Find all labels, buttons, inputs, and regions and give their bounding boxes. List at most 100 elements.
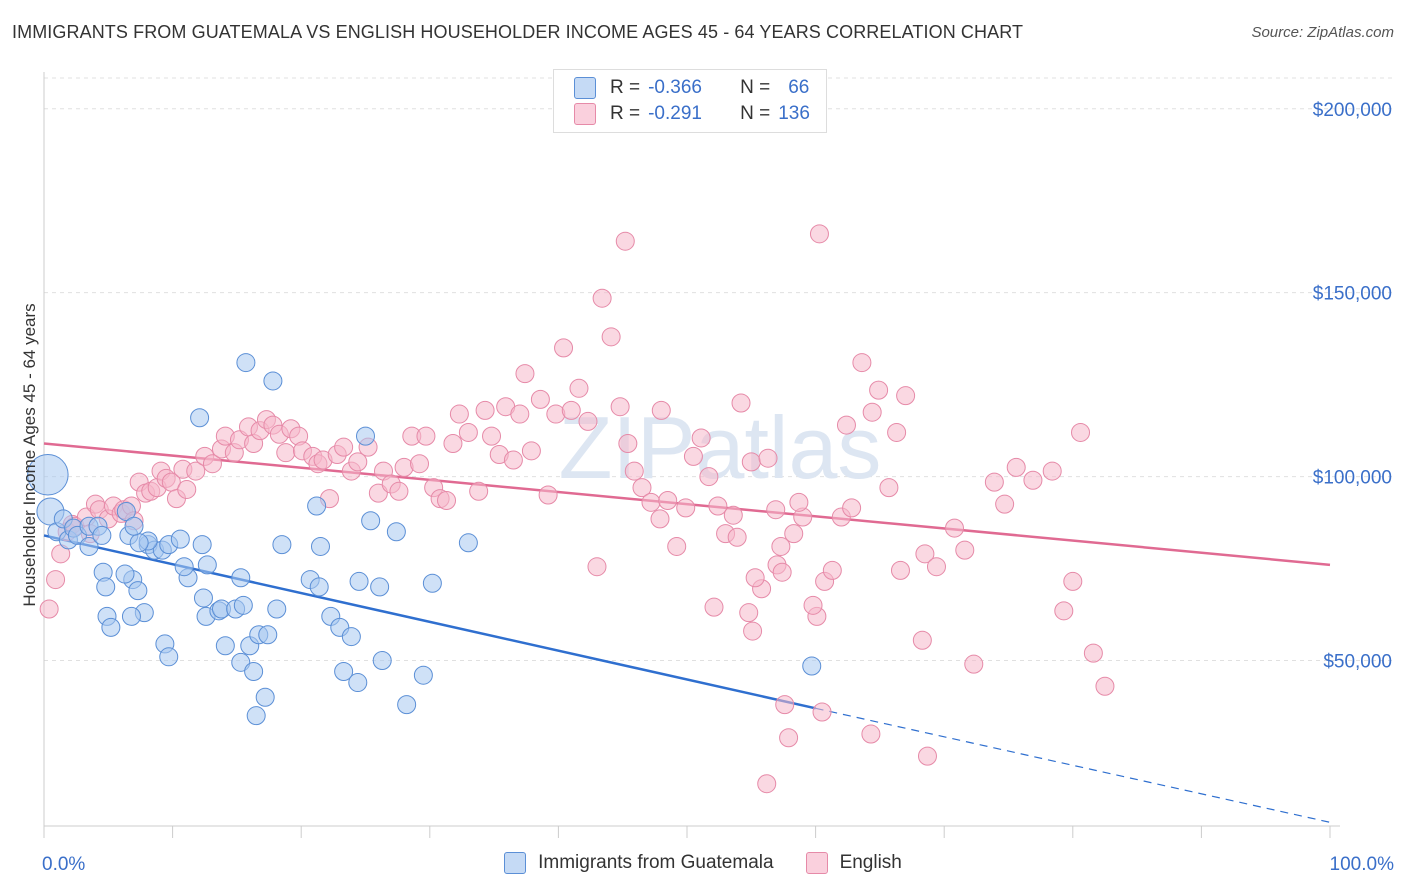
english-point xyxy=(842,498,862,518)
english-point xyxy=(515,364,535,384)
english-point xyxy=(186,461,206,481)
chart-title: IMMIGRANTS FROM GUATEMALA VS ENGLISH HOU… xyxy=(12,22,1024,42)
series-legend-english: English xyxy=(805,852,902,874)
english-point xyxy=(561,400,581,420)
y-tick-label: $100,000 xyxy=(1313,468,1392,489)
english-point xyxy=(984,472,1004,492)
english-point xyxy=(731,393,751,413)
english-point xyxy=(758,448,778,468)
english-point xyxy=(912,630,932,650)
guatemala-point xyxy=(174,557,194,577)
guatemala-point xyxy=(170,529,190,549)
series-legend-guatemala: Immigrants from Guatemala xyxy=(504,852,774,874)
english-point xyxy=(658,490,678,510)
english-point xyxy=(578,411,598,431)
english-point xyxy=(458,422,478,442)
english-point xyxy=(449,404,469,424)
english-point xyxy=(202,454,222,474)
english-point xyxy=(1042,461,1062,481)
english-point xyxy=(812,702,832,722)
english-point xyxy=(766,500,786,520)
english-point xyxy=(676,498,696,518)
english-point xyxy=(917,746,937,766)
english-point xyxy=(809,224,829,244)
english-point xyxy=(443,433,463,453)
english-point xyxy=(784,524,804,544)
english-point xyxy=(1063,571,1083,591)
guatemala-point xyxy=(101,617,121,637)
guatemala-point xyxy=(116,502,136,522)
english-point xyxy=(964,654,984,674)
guatemala-point xyxy=(236,353,256,373)
guatemala-point xyxy=(309,577,329,597)
english-point xyxy=(587,557,607,577)
english-point xyxy=(1095,676,1115,696)
legend-n-label: N = xyxy=(740,103,771,124)
guatemala-point xyxy=(124,516,144,536)
guatemala-point xyxy=(348,673,368,693)
english-point xyxy=(394,457,414,477)
legend-r-label: R = xyxy=(610,103,641,124)
y-axis-label: Householder Income Ages 45 - 64 years xyxy=(20,303,39,607)
legend-r-value: -0.366 xyxy=(648,77,702,98)
english-point xyxy=(704,597,724,617)
legend-swatch-blue xyxy=(574,77,596,99)
english-point xyxy=(546,404,566,424)
guatemala-point xyxy=(802,656,822,676)
series-label-english: English xyxy=(839,852,902,873)
english-point xyxy=(624,461,644,481)
guatemala-point xyxy=(246,706,266,726)
guatemala-trend-line xyxy=(43,534,816,710)
guatemala-point xyxy=(310,536,330,556)
english-point xyxy=(554,338,574,358)
guatemala-point xyxy=(128,581,148,601)
guatemala-point xyxy=(190,408,210,428)
english-point xyxy=(632,478,652,498)
guatemala-point xyxy=(79,536,99,556)
english-point xyxy=(39,599,59,619)
english-point xyxy=(592,288,612,308)
guatemala-point xyxy=(233,595,253,615)
english-point xyxy=(530,389,550,409)
english-point xyxy=(822,560,842,580)
guatemala-point xyxy=(341,627,361,647)
guatemala-point xyxy=(96,577,116,597)
english-point xyxy=(1071,422,1091,442)
english-point xyxy=(1054,601,1074,621)
english-point xyxy=(861,724,881,744)
series-swatch-blue xyxy=(504,852,527,874)
guatemala-point xyxy=(115,564,135,584)
legend-row-guatemala: R = -0.366 N = 66 xyxy=(574,76,809,100)
english-point xyxy=(601,327,621,347)
source-label: Source: ZipAtlas.com xyxy=(1251,24,1394,41)
english-point xyxy=(650,509,670,529)
y-tick-label: $50,000 xyxy=(1323,651,1392,672)
english-point xyxy=(651,400,671,420)
english-point xyxy=(469,481,489,501)
english-point xyxy=(610,397,630,417)
y-tick-label: $200,000 xyxy=(1313,100,1392,121)
english-point xyxy=(789,492,809,512)
english-point xyxy=(739,603,759,623)
english-point xyxy=(276,443,296,463)
english-point xyxy=(691,428,711,448)
english-point xyxy=(177,479,197,499)
guatemala-point xyxy=(349,571,369,591)
legend-r-label: R = xyxy=(610,77,641,98)
legend-n-value: 136 xyxy=(778,103,810,124)
english-point xyxy=(862,402,882,422)
english-point xyxy=(869,380,889,400)
guatemala-point xyxy=(255,687,275,707)
tick-label-layer: $50,000 $100,000 $150,000 $200,000 0.0% 100.0… xyxy=(42,100,1394,875)
guatemala-point xyxy=(334,662,354,682)
english-point xyxy=(775,695,795,715)
correlation-legend: R = -0.366 N = 66 R = -0.291 N = 136 xyxy=(553,69,827,133)
english-point xyxy=(521,441,541,461)
english-point xyxy=(348,452,368,472)
english-point xyxy=(437,490,457,510)
guatemala-point xyxy=(27,453,69,496)
legend-swatch-pink xyxy=(574,103,596,125)
legend-row-english: R = -0.291 N = 136 xyxy=(574,102,810,126)
guatemala-point xyxy=(307,496,327,516)
